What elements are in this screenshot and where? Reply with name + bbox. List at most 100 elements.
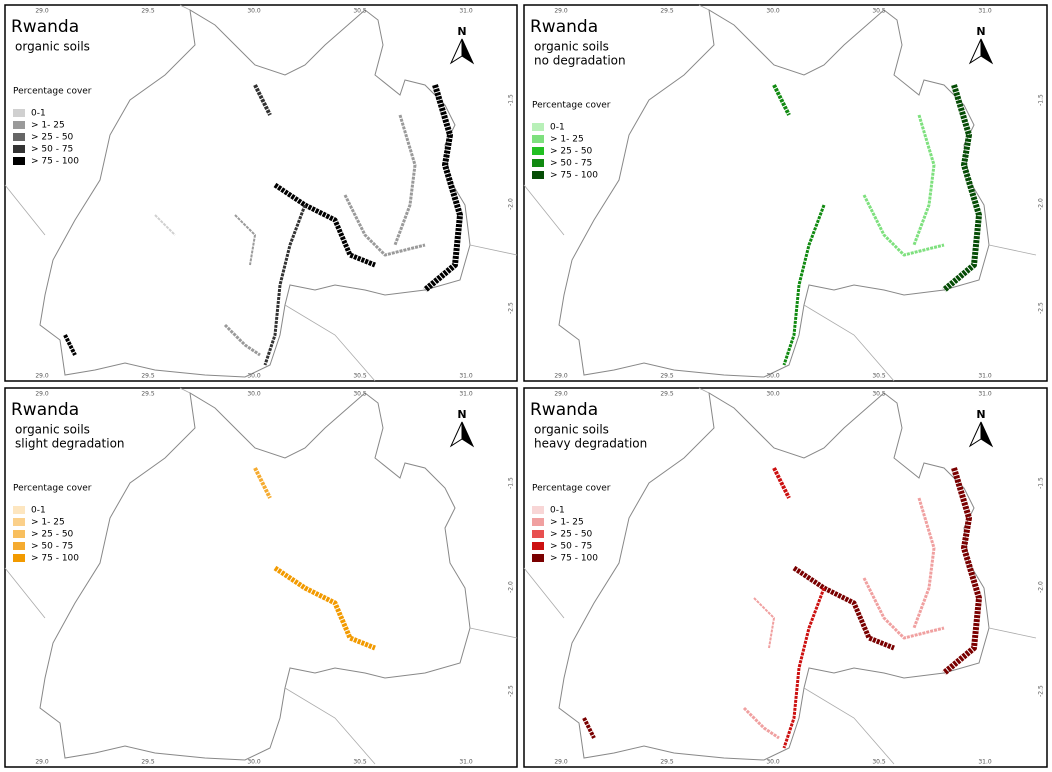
legend-swatch (13, 109, 25, 117)
legend-swatch (532, 159, 544, 167)
soil-feature (772, 84, 791, 116)
legend-swatch (13, 157, 25, 165)
x-tick-label: 29.0 (554, 373, 568, 380)
soil-feature (234, 214, 256, 266)
x-tick-label: 30.5 (872, 8, 886, 15)
neighbor-border (4, 387, 518, 765)
legend-label: > 25 - 50 (550, 147, 593, 157)
country-outline (558, 9, 990, 378)
legend-swatch (13, 518, 25, 526)
x-tick-label: 30.5 (872, 391, 886, 398)
y-tick-label: -1.5 (508, 477, 515, 489)
north-label: N (976, 25, 985, 38)
neighbor-border (4, 4, 518, 382)
soil-feature (782, 204, 826, 366)
soil-feature (253, 84, 272, 116)
x-tick-label: 30.5 (353, 391, 367, 398)
legend-swatch (532, 135, 544, 143)
legend-label: > 75 - 100 (31, 157, 79, 167)
x-tick-label: 29.0 (35, 391, 49, 398)
panel-title: Rwanda (11, 400, 79, 420)
legend-swatch (532, 530, 544, 538)
legend-swatch (13, 542, 25, 550)
legend-label: > 1- 25 (31, 121, 65, 131)
x-tick-label: 30.0 (247, 759, 261, 766)
north-label: N (457, 408, 466, 421)
panel-subtitle: no degradation (534, 54, 626, 68)
panel-subtitle: heavy degradation (534, 437, 647, 451)
legend-label: 0-1 (550, 123, 565, 133)
x-tick-label: 31.0 (978, 759, 992, 766)
y-tick-label: -1.5 (1038, 94, 1045, 106)
soil-feature (862, 194, 945, 257)
legend-label: > 50 - 75 (31, 542, 73, 552)
legend-swatch (13, 133, 25, 141)
legend-swatch (532, 506, 544, 514)
y-tick-label: -2.5 (1038, 302, 1045, 314)
legend-label: > 50 - 75 (550, 542, 592, 552)
x-tick-label: 30.0 (766, 391, 780, 398)
panel-title: Rwanda (530, 400, 598, 420)
x-tick-label: 29.5 (141, 759, 155, 766)
legend-swatch (13, 554, 25, 562)
soil-feature (942, 467, 982, 676)
x-tick-label: 31.0 (978, 373, 992, 380)
legend-label: > 75 - 100 (31, 554, 79, 564)
soil-feature (223, 323, 261, 357)
y-tick-label: -2.0 (1038, 581, 1045, 593)
x-tick-label: 31.0 (459, 391, 473, 398)
soil-feature (253, 467, 272, 499)
panel-subtitle: organic soils (534, 423, 609, 437)
north-arrow (461, 38, 475, 65)
legend-label: > 25 - 50 (31, 530, 74, 540)
x-tick-label: 30.0 (766, 759, 780, 766)
panel-title: Rwanda (530, 17, 598, 37)
legend-label: 0-1 (550, 506, 565, 516)
legend-label: > 25 - 50 (550, 530, 593, 540)
x-tick-label: 29.0 (35, 8, 49, 15)
x-tick-label: 30.0 (766, 373, 780, 380)
x-tick-label: 29.0 (554, 759, 568, 766)
x-tick-label: 30.5 (872, 759, 886, 766)
x-tick-label: 29.5 (141, 373, 155, 380)
north-label: N (457, 25, 466, 38)
x-tick-label: 30.5 (353, 373, 367, 380)
country-outline (39, 9, 471, 378)
legend-swatch (13, 530, 25, 538)
y-tick-label: -2.0 (508, 581, 515, 593)
x-tick-label: 31.0 (459, 373, 473, 380)
panel-subtitle: organic soils (534, 40, 609, 54)
soil-feature (273, 182, 376, 268)
legend-swatch (13, 145, 25, 153)
soil-feature (63, 334, 77, 356)
legend-label: > 1- 25 (550, 135, 584, 145)
x-tick-label: 30.0 (766, 8, 780, 15)
y-tick-label: -2.5 (1038, 685, 1045, 697)
neighbor-border (523, 4, 1037, 382)
x-tick-label: 30.0 (247, 373, 261, 380)
panel-subtitle: slight degradation (15, 437, 125, 451)
x-tick-label: 29.0 (35, 373, 49, 380)
soil-feature (343, 194, 426, 257)
x-tick-label: 31.0 (978, 391, 992, 398)
soil-feature (273, 565, 376, 651)
legend-swatch (13, 121, 25, 129)
legend-label: 0-1 (31, 109, 46, 119)
soil-feature (792, 565, 895, 651)
soil-feature (263, 204, 307, 366)
x-tick-label: 30.0 (247, 8, 261, 15)
x-tick-label: 29.5 (141, 391, 155, 398)
x-tick-label: 29.0 (554, 391, 568, 398)
soil-feature (862, 577, 945, 640)
north-arrow (980, 38, 994, 65)
soil-feature (742, 706, 780, 740)
x-tick-label: 31.0 (459, 8, 473, 15)
x-tick-label: 30.5 (872, 373, 886, 380)
soil-feature (772, 467, 791, 499)
country-outline (558, 392, 990, 761)
country-outline (39, 392, 471, 761)
x-tick-label: 29.0 (35, 759, 49, 766)
legend-label: > 50 - 75 (550, 159, 592, 169)
